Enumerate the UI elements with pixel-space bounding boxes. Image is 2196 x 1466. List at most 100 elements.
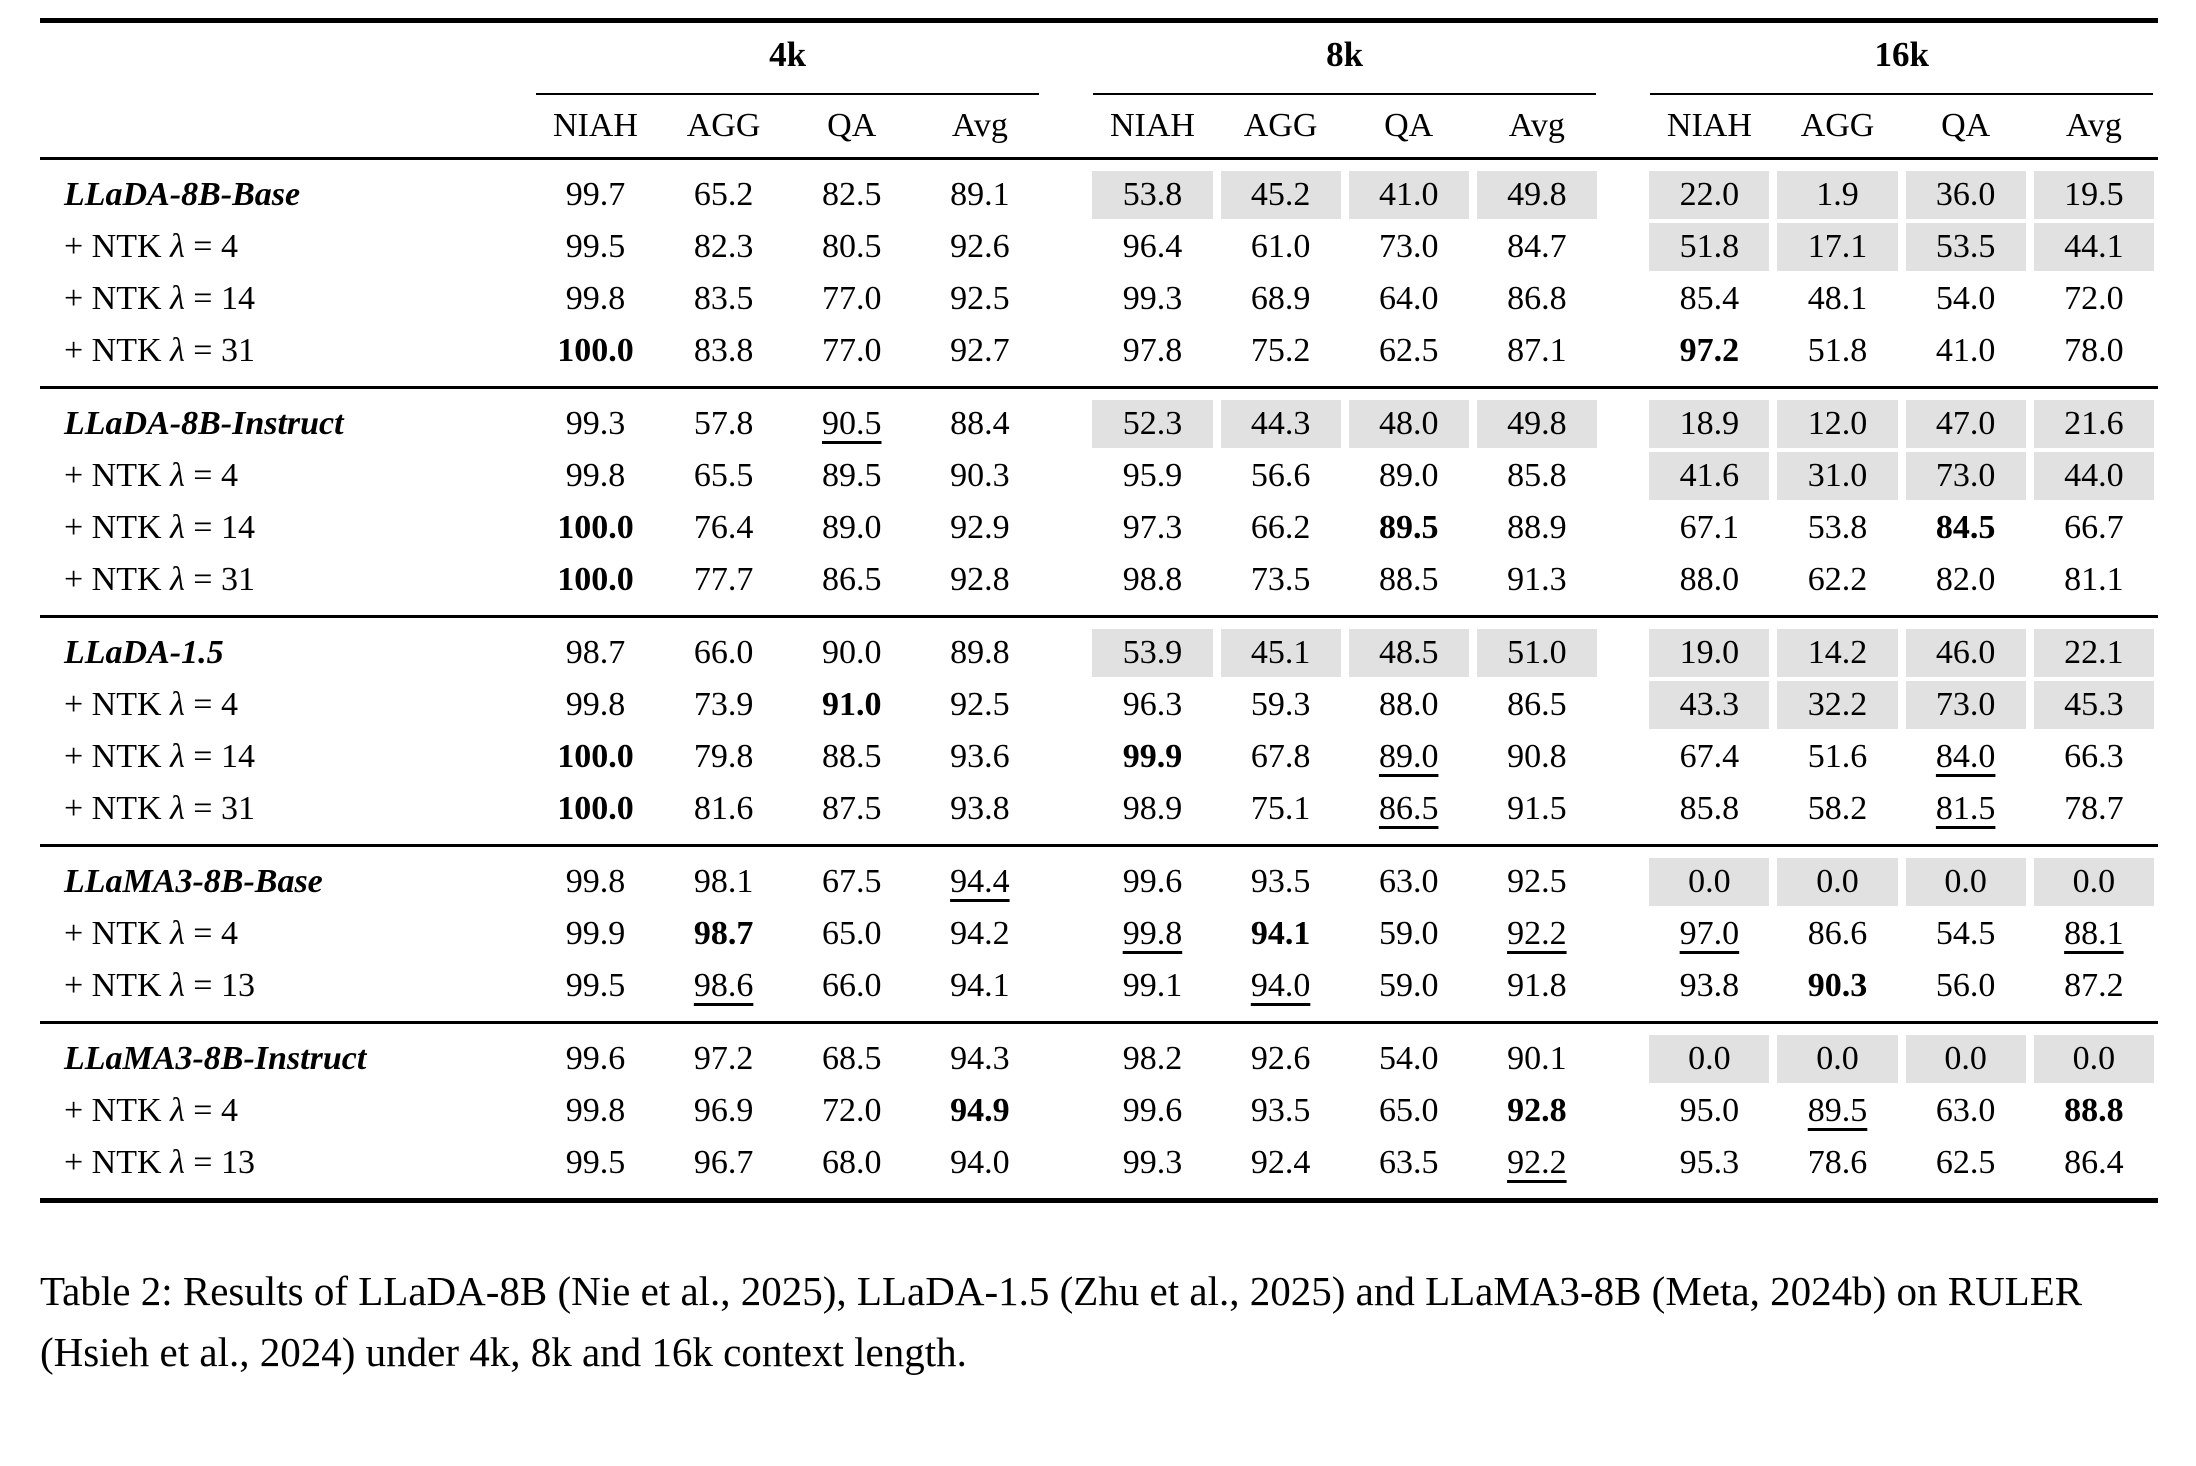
metric-value: 99.6 <box>1122 1092 1183 1129</box>
metric-value: 82.0 <box>1935 561 1996 598</box>
metric-value: 67.4 <box>1679 738 1740 775</box>
metric-value: 54.5 <box>1935 915 1996 952</box>
context-length-header: 4k <box>531 21 1044 96</box>
metric-value: 86.4 <box>2064 1144 2124 1181</box>
metric-value: 51.8 <box>1807 332 1868 369</box>
metric-value: 45.1 <box>1217 617 1345 680</box>
results-table-figure: 4k 8k 16k NIAH AGG QA Avg NIAH AGG QA Avg NIAH AGG QA… <box>40 18 2158 1203</box>
column-gap <box>1601 679 1645 731</box>
metric-value: 88.9 <box>1507 509 1567 546</box>
metric-value: 14.2 <box>1773 617 1901 680</box>
context-length-header: 16k <box>1645 21 2158 96</box>
metric-value: 65.5 <box>693 457 754 494</box>
column-gap <box>1601 617 1645 680</box>
metric-value: 73.0 <box>1902 679 2030 731</box>
model-block: LLaDA-8B-Instruct 99.3 57.8 90.5 88.4 52.3 44.… <box>40 387 2158 617</box>
metric-value: 22.0 <box>1645 159 1773 222</box>
column-gap <box>1601 908 1645 960</box>
model-block: LLaMA3-8B-Instruct 99.6 97.2 68.5 94.3 98.2 92… <box>40 1022 2158 1201</box>
table-header: 4k 8k 16k NIAH AGG QA Avg NIAH AGG QA Avg NIAH AGG QA… <box>40 21 2158 160</box>
metric-value: 89.0 <box>821 509 882 546</box>
column-gap <box>1044 1023 1088 1086</box>
metric-value: 83.8 <box>693 332 754 369</box>
metric-value: 0.0 <box>1773 1023 1901 1086</box>
metric-value: 46.0 <box>1902 617 2030 680</box>
metric-value: 95.0 <box>1679 1092 1740 1129</box>
metric-column-header: QA <box>787 95 916 160</box>
lambda-symbol: λ <box>170 561 185 598</box>
column-gap <box>1601 1137 1645 1201</box>
metric-value: 84.0 <box>1935 738 1996 775</box>
metric-value: 93.6 <box>950 738 1010 775</box>
metric-column-header: AGG <box>1216 95 1345 160</box>
column-gap <box>1044 554 1088 617</box>
metric-value: 48.0 <box>1345 388 1473 451</box>
row-label: + NTK λ = 4 <box>64 915 238 952</box>
metric-value: 96.9 <box>693 1092 754 1129</box>
metric-value: 73.0 <box>1378 228 1439 265</box>
row-label: + NTK λ = 14 <box>64 280 255 317</box>
column-gap <box>1601 783 1645 846</box>
lambda-symbol: λ <box>170 738 185 775</box>
column-gap <box>1044 221 1088 273</box>
metric-value: 59.0 <box>1378 915 1439 952</box>
metric-value: 99.5 <box>565 967 626 1004</box>
metric-value: 51.6 <box>1807 738 1868 775</box>
row-label: + NTK λ = 4 <box>64 457 238 494</box>
metric-value: 92.7 <box>950 332 1010 369</box>
row-label: + NTK λ = 13 <box>64 1144 255 1181</box>
column-gap <box>1044 1085 1088 1137</box>
metric-value: 58.2 <box>1807 790 1868 827</box>
metric-value: 44.3 <box>1217 388 1345 451</box>
metric-value: 98.8 <box>1122 561 1183 598</box>
table-row: + NTK λ = 31 100.0 77.7 86.5 92.8 98.8 73.5 88.… <box>40 554 2158 617</box>
metric-value: 41.0 <box>1935 332 1996 369</box>
lambda-symbol: λ <box>170 790 185 827</box>
metric-value: 77.0 <box>821 332 882 369</box>
table-row: LLaDA-8B-Instruct 99.3 57.8 90.5 88.4 52.3 44.… <box>40 388 2158 451</box>
metric-value: 86.8 <box>1507 280 1567 317</box>
metric-value: 0.0 <box>1773 846 1901 909</box>
column-gap <box>1044 273 1088 325</box>
metric-value: 80.5 <box>821 228 882 265</box>
metric-value: 0.0 <box>1902 1023 2030 1086</box>
metric-value: 32.2 <box>1773 679 1901 731</box>
metric-value: 99.7 <box>565 176 626 213</box>
metric-value: 78.7 <box>2064 790 2124 827</box>
metric-value: 93.8 <box>950 790 1010 827</box>
metric-value: 66.2 <box>1250 509 1311 546</box>
metric-value: 82.3 <box>693 228 754 265</box>
metric-value: 84.7 <box>1507 228 1567 265</box>
metric-value: 83.5 <box>693 280 754 317</box>
metric-value: 91.5 <box>1507 790 1567 827</box>
column-gap <box>1044 502 1088 554</box>
column-gap <box>1044 783 1088 846</box>
context-length-header: 8k <box>1088 21 1601 96</box>
metric-value: 98.9 <box>1122 790 1183 827</box>
metric-value: 1.9 <box>1773 159 1901 222</box>
metric-value: 82.5 <box>821 176 882 213</box>
metric-value: 98.6 <box>693 967 754 1004</box>
metric-value: 94.1 <box>950 967 1010 1004</box>
metric-value: 62.5 <box>1935 1144 1996 1181</box>
metric-value: 92.6 <box>950 228 1010 265</box>
column-gap <box>1044 908 1088 960</box>
metric-value: 67.1 <box>1679 509 1740 546</box>
column-gap <box>1044 846 1088 909</box>
metric-value: 41.0 <box>1345 159 1473 222</box>
metric-value: 97.8 <box>1122 332 1183 369</box>
metric-value: 90.3 <box>1807 967 1868 1004</box>
metric-value: 53.5 <box>1902 221 2030 273</box>
metric-value: 63.0 <box>1935 1092 1996 1129</box>
metric-value: 66.0 <box>693 634 754 671</box>
metric-value: 92.2 <box>1507 1144 1567 1181</box>
metric-value: 66.3 <box>2064 738 2124 775</box>
metric-value: 51.8 <box>1645 221 1773 273</box>
column-gap <box>1044 960 1088 1023</box>
lambda-symbol: λ <box>170 280 185 317</box>
table-row: LLaDA-1.5 98.7 66.0 90.0 89.8 53.9 45.1 48.5 51.… <box>40 617 2158 680</box>
metric-value: 92.4 <box>1250 1144 1311 1181</box>
column-gap <box>1601 388 1645 451</box>
metric-column-header: NIAH <box>1088 95 1217 160</box>
column-gap <box>1600 95 1646 160</box>
